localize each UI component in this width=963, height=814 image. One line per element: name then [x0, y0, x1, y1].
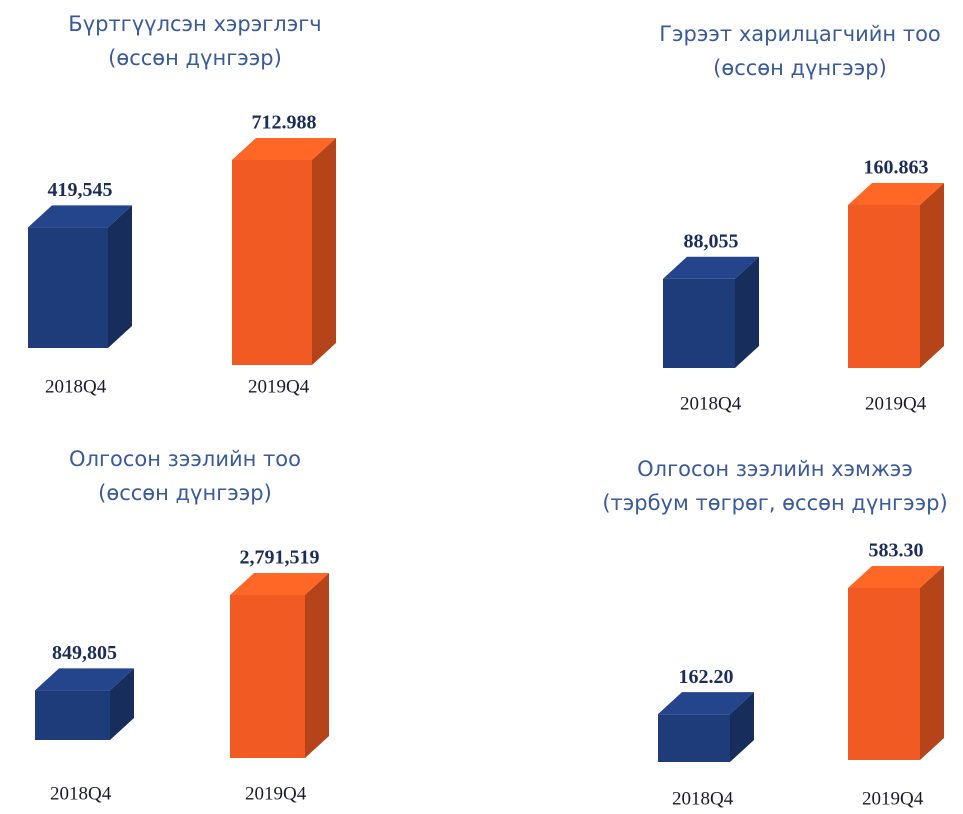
x-tick-label: 2018Q4 [672, 788, 734, 809]
bar-top [230, 573, 329, 595]
value-label: 712.988 [252, 112, 317, 134]
bar-side [735, 256, 759, 368]
bar [658, 714, 730, 762]
value-label: 2,791,519 [240, 547, 320, 569]
chart-title: Олгосон зээлийн тоо [69, 447, 301, 471]
value-label: 162.20 [679, 666, 734, 688]
bar-top [35, 668, 134, 691]
value-label: 160.863 [864, 157, 929, 179]
chart-subtitle: (өссөн дүнгээр) [713, 56, 887, 80]
bar-side [920, 183, 944, 368]
bar [663, 278, 735, 368]
bar-top [848, 183, 944, 205]
x-tick-label: 2018Q4 [50, 783, 112, 804]
x-tick-label: 2018Q4 [680, 393, 742, 414]
bar-side [730, 692, 754, 762]
bar [848, 588, 920, 760]
bar [848, 205, 920, 368]
x-tick-label: 2019Q4 [862, 788, 924, 809]
bar [232, 160, 312, 365]
bar-side [305, 573, 329, 758]
x-tick-label: 2019Q4 [248, 376, 310, 397]
bar-side [920, 566, 944, 760]
value-label: 849,805 [52, 642, 117, 664]
chart-title: Олгосон зээлийн хэмжээ [637, 457, 913, 481]
bar [35, 690, 110, 740]
bar-side [312, 138, 336, 365]
bar-top [658, 692, 754, 715]
bar-top [232, 138, 336, 160]
chart-subtitle: (өссөн дүнгээр) [108, 46, 282, 70]
value-label: 88,055 [684, 230, 739, 252]
value-label: 583.30 [869, 540, 924, 562]
x-tick-label: 2019Q4 [245, 783, 307, 804]
bar-top [28, 205, 132, 228]
x-tick-label: 2019Q4 [865, 393, 927, 414]
bar-side [108, 205, 132, 348]
chart-subtitle: (тэрбум төгрөг, өссөн дүнгээр) [602, 491, 947, 515]
chart-title: Гэрээт харилцагчийн тоо [659, 22, 941, 46]
x-tick-label: 2018Q4 [45, 376, 107, 397]
bar [230, 595, 305, 758]
bar-side [110, 668, 134, 740]
bar [28, 227, 108, 348]
value-label: 419,545 [48, 179, 113, 201]
chart-title: Бүртгүүлсэн хэрэглэгч [68, 12, 321, 36]
chart-subtitle: (өссөн дүнгээр) [98, 481, 272, 505]
bar-top [663, 256, 759, 279]
bar-top [848, 566, 944, 588]
